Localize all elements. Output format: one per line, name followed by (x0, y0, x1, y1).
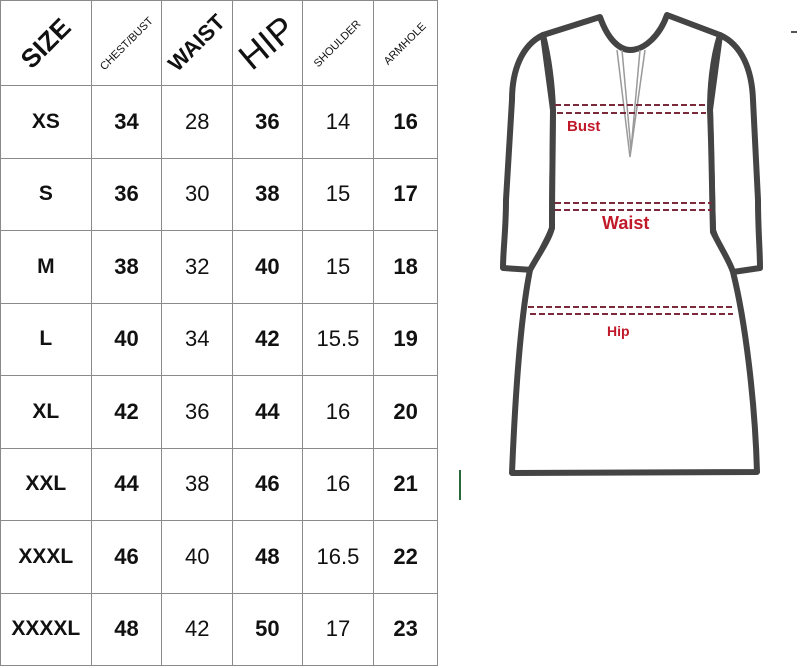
cell-hip: 40 (232, 230, 303, 304)
cell-size: XXXL (0, 520, 92, 594)
cell-shoulder: 15 (301, 157, 375, 231)
cell-hip: 38 (232, 157, 303, 231)
cell-chest: 48 (90, 592, 163, 666)
table-row: XXXL 46 40 48 16.5 22 (0, 520, 438, 594)
cell-shoulder: 16.5 (301, 520, 375, 594)
cell-hip: 42 (232, 302, 303, 376)
table-row: S 36 30 38 15 17 (0, 157, 438, 231)
cell-waist: 42 (161, 592, 234, 666)
table-row: M 38 32 40 15 18 (0, 230, 438, 304)
cell-armhole: 20 (373, 375, 438, 449)
header-label: SIZE (14, 11, 77, 74)
header-label: SHOULDER (312, 18, 364, 70)
table-row: L 40 34 42 15.5 19 (0, 302, 438, 376)
cell-shoulder: 15.5 (301, 302, 375, 376)
cell-waist: 38 (161, 447, 234, 521)
cell-armhole: 21 (373, 447, 438, 521)
cell-armhole: 19 (373, 302, 438, 376)
cell-waist: 28 (161, 85, 234, 159)
header-label: HIP (230, 7, 304, 78)
cell-size: S (0, 157, 92, 231)
waist-label: Waist (602, 213, 649, 233)
cell-shoulder: 16 (301, 375, 375, 449)
header-armhole: ARMHOLE (373, 0, 438, 86)
header-hip: HIP (230, 0, 304, 86)
header-waist: WAIST (161, 0, 234, 86)
cell-chest: 40 (90, 302, 163, 376)
cell-waist: 40 (161, 520, 234, 594)
cell-waist: 30 (161, 157, 234, 231)
cell-chest: 36 (90, 157, 163, 231)
cell-chest: 42 (90, 375, 163, 449)
cell-size: XXXXL (0, 592, 92, 666)
table-row: XXXXL 48 42 50 17 23 (0, 592, 438, 666)
cell-waist: 32 (161, 230, 234, 304)
dress-diagram: Bust Waist Hip (459, 12, 797, 500)
table-row: XL 42 36 44 16 20 (0, 375, 438, 449)
cell-hip: 48 (232, 520, 303, 594)
cell-hip: 36 (232, 85, 303, 159)
neck-placket (616, 49, 646, 158)
cell-size: L (0, 302, 92, 376)
size-chart-table: SIZE CHEST/BUST WAIST HIP SHOULDER ARMHO… (0, 0, 438, 666)
header-label: CHEST/BUST (97, 15, 156, 73)
cell-shoulder: 17 (301, 592, 375, 666)
cell-hip: 50 (232, 592, 303, 666)
cell-armhole: 16 (373, 85, 438, 159)
header-row: SIZE CHEST/BUST WAIST HIP SHOULDER ARMHO… (0, 0, 438, 86)
cell-chest: 44 (90, 447, 163, 521)
cell-size: M (0, 230, 92, 304)
header-chest: CHEST/BUST (90, 0, 163, 86)
cell-hip: 44 (232, 375, 303, 449)
header-size: SIZE (0, 0, 92, 86)
cell-armhole: 18 (373, 230, 438, 304)
header-label: WAIST (163, 9, 231, 77)
cell-chest: 38 (90, 230, 163, 304)
cell-chest: 34 (90, 85, 163, 159)
cell-armhole: 23 (373, 592, 438, 666)
cell-armhole: 22 (373, 520, 438, 594)
cell-chest: 46 (90, 520, 163, 594)
cell-armhole: 17 (373, 157, 438, 231)
cell-shoulder: 16 (301, 447, 375, 521)
cell-size: XXL (0, 447, 92, 521)
hip-label: Hip (607, 323, 630, 339)
table-row: XXL 44 38 46 16 21 (0, 447, 438, 521)
cell-size: XL (0, 375, 92, 449)
table-row: XS 34 28 36 14 16 (0, 85, 438, 159)
header-shoulder: SHOULDER (301, 0, 375, 86)
cell-shoulder: 14 (301, 85, 375, 159)
cell-hip: 46 (232, 447, 303, 521)
cell-waist: 34 (161, 302, 234, 376)
bust-label: Bust (567, 118, 600, 135)
cell-waist: 36 (161, 375, 234, 449)
cell-shoulder: 15 (301, 230, 375, 304)
header-label: ARMHOLE (382, 20, 430, 68)
cell-size: XS (0, 85, 92, 159)
left-sleeve (500, 32, 556, 273)
dress-body (509, 12, 760, 476)
